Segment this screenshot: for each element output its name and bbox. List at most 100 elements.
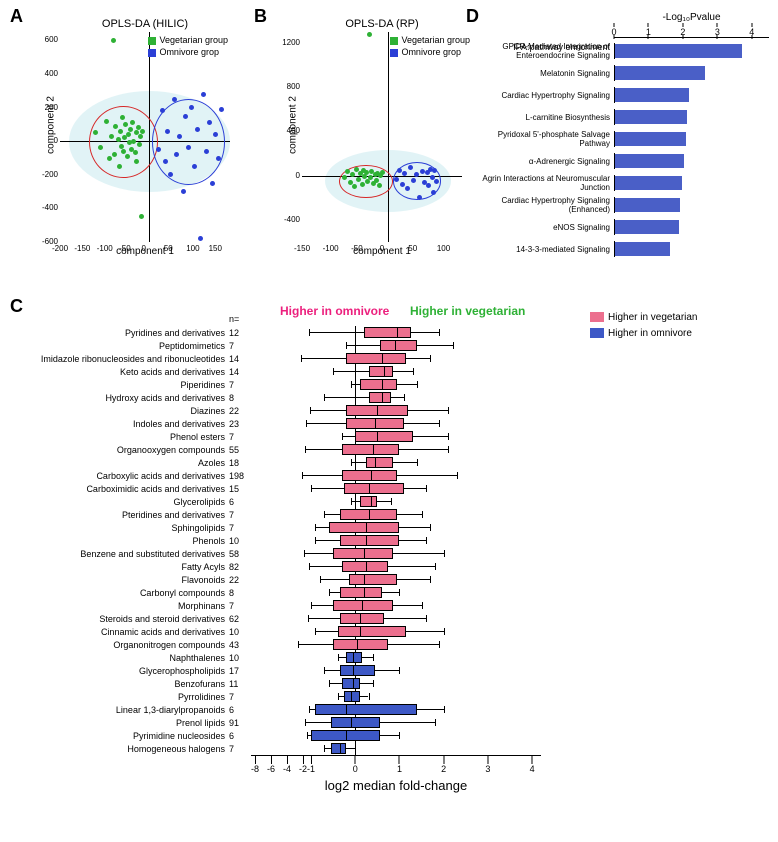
box-panel-c: Higher in omnivore Higher in vegetarian … — [10, 310, 570, 793]
box-area — [251, 586, 541, 599]
box-area — [251, 664, 541, 677]
box-label: Cinnamic acids and derivatives — [10, 627, 229, 637]
box-label: Glycerophospholipids — [10, 666, 229, 676]
box-label: Sphingolipids — [10, 523, 229, 533]
box-label: Pteridines and derivatives — [10, 510, 229, 520]
panel-b-label: B — [254, 6, 267, 27]
box-n: 6 — [229, 705, 251, 715]
box-row: Pyridines and derivatives12 — [10, 326, 570, 339]
bar-row: L-carnitine Biosynthesis — [470, 106, 770, 128]
box-row: Glycerolipids6 — [10, 495, 570, 508]
box-row: Prenol lipids91 — [10, 716, 570, 729]
bar-label: 14-3-3-mediated Signaling — [470, 245, 614, 254]
box-row: Cinnamic acids and derivatives10 — [10, 625, 570, 638]
box-n: 17 — [229, 666, 251, 676]
box-axis: -8-6-4-2-101234 — [251, 755, 541, 776]
box-area — [251, 430, 541, 443]
box-n: 198 — [229, 471, 251, 481]
legend-text-veg: Higher in vegetarian — [608, 312, 698, 323]
box-n: 10 — [229, 627, 251, 637]
box-n: 58 — [229, 549, 251, 559]
box-n: 7 — [229, 692, 251, 702]
bar-rect — [615, 154, 684, 168]
legend-swatch-veg — [390, 37, 398, 45]
box-label: Naphthalenes — [10, 653, 229, 663]
box-row: Linear 1,3-diarylpropanoids6 — [10, 703, 570, 716]
box-n: 7 — [229, 510, 251, 520]
bar-panel-d: -Log₁₀Pvalue 01234 IPA:pathway enrichmen… — [470, 12, 770, 260]
box-n: 22 — [229, 575, 251, 585]
box-n: 8 — [229, 393, 251, 403]
box-row: Morphinans7 — [10, 599, 570, 612]
bar-rect — [615, 220, 679, 234]
bar-label: eNOS Signaling — [470, 223, 614, 232]
box-label: Benzofurans — [10, 679, 229, 689]
box-row: Imidazole ribonucleosides and ribonucleo… — [10, 352, 570, 365]
box-label: Carboximidic acids and derivatives — [10, 484, 229, 494]
box-area — [251, 625, 541, 638]
c-header-veg: Higher in vegetarian — [410, 304, 525, 318]
box-row: Phenols10 — [10, 534, 570, 547]
bar-label: Agrin Interactions at Neuromuscular Junc… — [470, 174, 614, 192]
box-area — [251, 456, 541, 469]
box-area — [251, 534, 541, 547]
bar-row: Pyridoxal 5'-phosphate Salvage Pathway — [470, 128, 770, 150]
box-label: Keto acids and derivatives — [10, 367, 229, 377]
box-row: Fatty Acyls82 — [10, 560, 570, 573]
box-area — [251, 742, 541, 755]
panel-c-legend: Higher in vegetarian Higher in omnivore — [590, 310, 698, 342]
box-n: 7 — [229, 432, 251, 442]
box-label: Organonitrogen compounds — [10, 640, 229, 650]
bar-row: Agrin Interactions at Neuromuscular Junc… — [470, 172, 770, 194]
box-label: Azoles — [10, 458, 229, 468]
legend-text-veg: Vegetarian group — [401, 35, 470, 45]
legend-text-omni: Higher in omnivore — [608, 328, 692, 339]
panel-a-label: A — [10, 6, 23, 27]
box-row: Indoles and derivatives23 — [10, 417, 570, 430]
box-area — [251, 612, 541, 625]
box-n: 18 — [229, 458, 251, 468]
scatter-plot-b: -150-100-50050100-40004008001200 — [302, 32, 462, 242]
box-n: 7 — [229, 744, 251, 754]
box-row: Benzene and substituted derivatives58 — [10, 547, 570, 560]
bar-row: α-Adrenergic Signaling — [470, 150, 770, 172]
box-n: 15 — [229, 484, 251, 494]
box-area — [251, 508, 541, 521]
box-label: Imidazole ribonucleosides and ribonucleo… — [10, 354, 229, 364]
box-area — [251, 495, 541, 508]
box-n: 10 — [229, 536, 251, 546]
bar-label: L-carnitine Biosynthesis — [470, 113, 614, 122]
legend-swatch-omni — [148, 49, 156, 57]
legend-text-omni: Omnivore grop — [401, 47, 461, 57]
bar-rect — [615, 44, 742, 58]
c-header-omni: Higher in omnivore — [280, 304, 389, 318]
legend-text-veg: Vegetarian group — [159, 35, 228, 45]
scatter-panel-a: OPLS-DA (HILIC) -200-150-100-50050100150… — [60, 20, 230, 230]
scatter-plot-a: -200-150-100-50050100150-600-400-2000200… — [60, 32, 230, 242]
box-row: Carbonyl compounds8 — [10, 586, 570, 599]
box-row: Organonitrogen compounds43 — [10, 638, 570, 651]
box-label: Peptidomimetics — [10, 341, 229, 351]
box-row: Steroids and steroid derivatives62 — [10, 612, 570, 625]
box-n: 6 — [229, 497, 251, 507]
panel-b-title: OPLS-DA (RP) — [302, 18, 462, 30]
box-row: Carboxylic acids and derivatives198 — [10, 469, 570, 482]
box-row: Peptidomimetics7 — [10, 339, 570, 352]
scatter-panel-b: OPLS-DA (RP) -150-100-50050100-400040080… — [302, 20, 462, 230]
box-area — [251, 677, 541, 690]
box-row: Pyrimidine nucleosides6 — [10, 729, 570, 742]
box-area — [251, 417, 541, 430]
box-area — [251, 729, 541, 742]
bar-label: α-Adrenergic Signaling — [470, 157, 614, 166]
box-rows: Pyridines and derivatives12Peptidomimeti… — [10, 326, 570, 755]
bar-row: Cardiac Hypertrophy Signaling — [470, 84, 770, 106]
bar-row: Cardiac Hypertrophy Signaling (Enhanced) — [470, 194, 770, 216]
panel-a-xlabel: component 1 — [60, 246, 230, 258]
box-label: Piperidines — [10, 380, 229, 390]
box-n: 7 — [229, 601, 251, 611]
box-row: Pyrrolidines7 — [10, 690, 570, 703]
box-label: Pyridines and derivatives — [10, 328, 229, 338]
box-row: Flavonoids22 — [10, 573, 570, 586]
box-area — [251, 521, 541, 534]
box-area — [251, 547, 541, 560]
